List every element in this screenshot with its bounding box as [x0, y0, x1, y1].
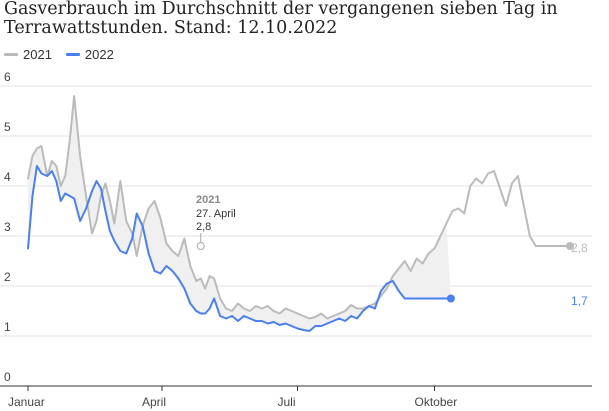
legend: 2021 2022 — [4, 46, 128, 62]
legend-swatch-2022 — [65, 52, 80, 56]
legend-item-2021[interactable]: 2021 — [4, 47, 52, 62]
x-tick-label-april: April — [142, 395, 166, 409]
y-tick-label-0: 0 — [4, 370, 11, 384]
y-tick-label-2: 2 — [4, 270, 11, 284]
end-label-2021: 2,8 — [571, 241, 588, 255]
series-line-2021 — [27, 95, 571, 320]
chart-title: Gasverbrauch im Durchschnitt der vergang… — [4, 0, 558, 38]
x-tick-label-oktober: Oktober — [415, 395, 458, 409]
y-tick-label-4: 4 — [4, 170, 11, 184]
legend-label-2021: 2021 — [23, 46, 52, 62]
annotation-value: 2,8 — [196, 221, 211, 233]
difference-area — [28, 96, 451, 331]
legend-item-2022[interactable]: 2022 — [65, 46, 114, 62]
legend-label-2022: 2022 — [84, 46, 114, 62]
x-tick-label-juli: Juli — [278, 395, 296, 409]
y-tick-label-6: 6 — [4, 70, 11, 84]
x-tick-label-januar: Januar — [8, 395, 45, 409]
y-tick-label-3: 3 — [4, 220, 11, 234]
end-marker-2022 — [446, 294, 455, 303]
legend-swatch-2021 — [4, 52, 18, 56]
annotation-series: 2021 — [196, 194, 220, 206]
y-tick-label-1: 1 — [4, 320, 11, 334]
annotation-date: 27. April — [196, 208, 236, 220]
y-tick-label-5: 5 — [4, 120, 11, 134]
annotation-marker — [196, 242, 205, 250]
series-line-2022 — [27, 165, 452, 332]
end-marker-2021 — [566, 242, 574, 250]
end-label-2022: 1,7 — [571, 294, 588, 308]
